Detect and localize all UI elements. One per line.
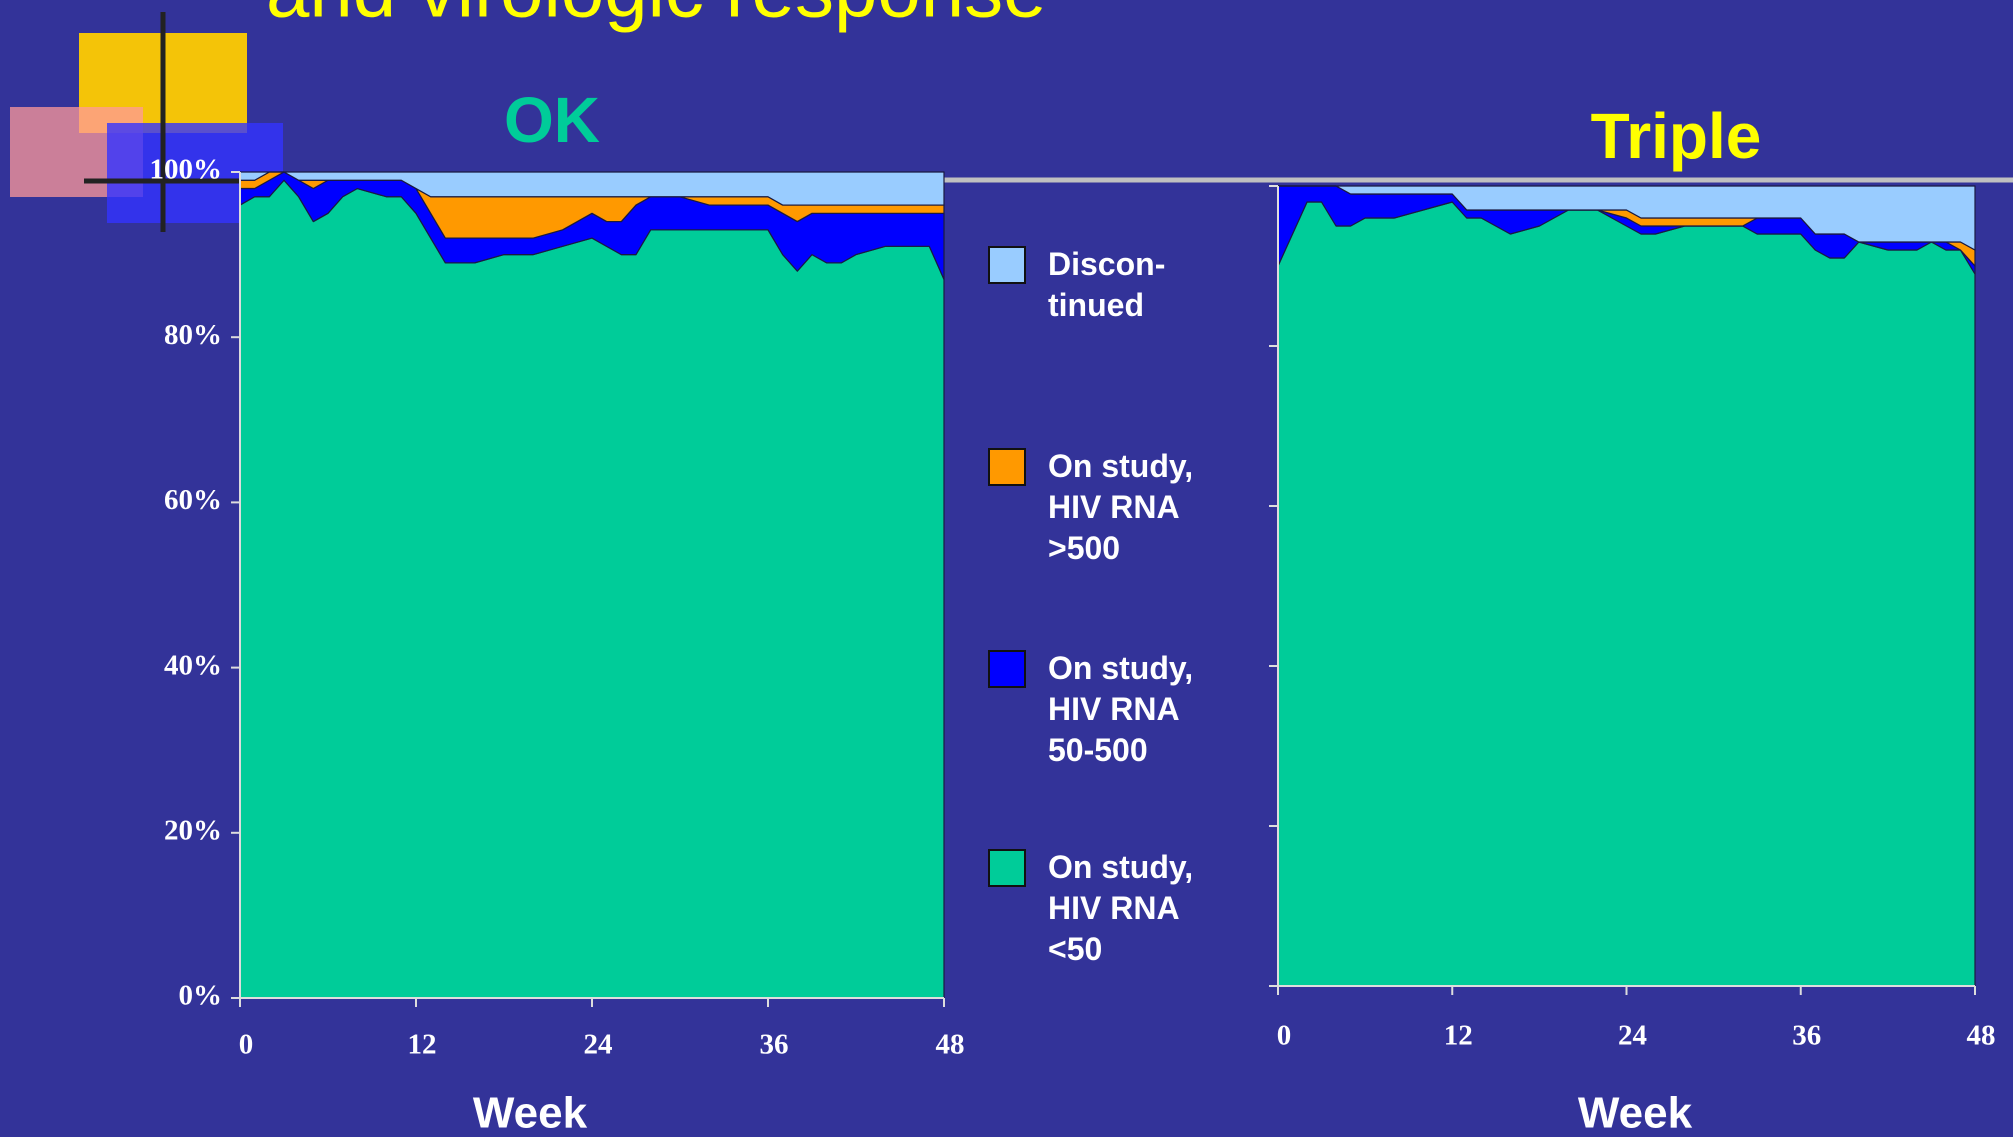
- slide-title: and virologic response: [266, 0, 1046, 34]
- x-tick-label: 36: [1792, 1020, 1821, 1052]
- legend-label: On study, HIV RNA 50-500: [1048, 650, 1194, 768]
- y-tick-label: 40%: [164, 649, 222, 681]
- legend-swatch: [988, 246, 1026, 284]
- legend-label: On study, HIV RNA <50: [1048, 849, 1194, 967]
- x-tick-label: 0: [239, 1029, 254, 1061]
- x-axis-title: Week: [1578, 1089, 1693, 1137]
- area: [239, 179, 945, 999]
- y-tick-label: 60%: [164, 484, 222, 516]
- y-tick-label: 100%: [150, 154, 223, 186]
- legend-swatch: [988, 849, 1026, 887]
- x-tick-label: 24: [1618, 1020, 1647, 1052]
- area: [239, 171, 945, 206]
- area: [1277, 201, 1976, 987]
- y-tick-label: 20%: [164, 814, 222, 846]
- x-axis-title: Week: [473, 1089, 588, 1137]
- chart-title: Triple: [1591, 100, 1762, 172]
- x-tick-label: 12: [1444, 1020, 1473, 1052]
- legend-label: Discon-tinued: [1048, 246, 1166, 323]
- x-tick-label: 36: [760, 1029, 789, 1061]
- legend-item: On study, HIV RNA <50: [988, 847, 1248, 970]
- x-tick-label: 12: [408, 1029, 437, 1061]
- legend-item: On study, HIV RNA 50-500: [988, 648, 1248, 771]
- area: [1277, 185, 1976, 251]
- legend-item: On study, HIV RNA >500: [988, 446, 1248, 569]
- x-tick-label: 0: [1277, 1020, 1292, 1052]
- x-tick-label: 48: [1967, 1020, 1996, 1052]
- legend-item: Discon-tinued: [988, 244, 1248, 326]
- x-tick-label: 48: [936, 1029, 965, 1061]
- chart-title: OK: [504, 84, 600, 156]
- legend-swatch: [988, 650, 1026, 688]
- x-tick-label: 24: [584, 1029, 613, 1061]
- legend-label: On study, HIV RNA >500: [1048, 448, 1194, 566]
- y-tick-label: 0%: [179, 980, 223, 1012]
- y-tick-label: 80%: [164, 319, 222, 351]
- legend-swatch: [988, 448, 1026, 486]
